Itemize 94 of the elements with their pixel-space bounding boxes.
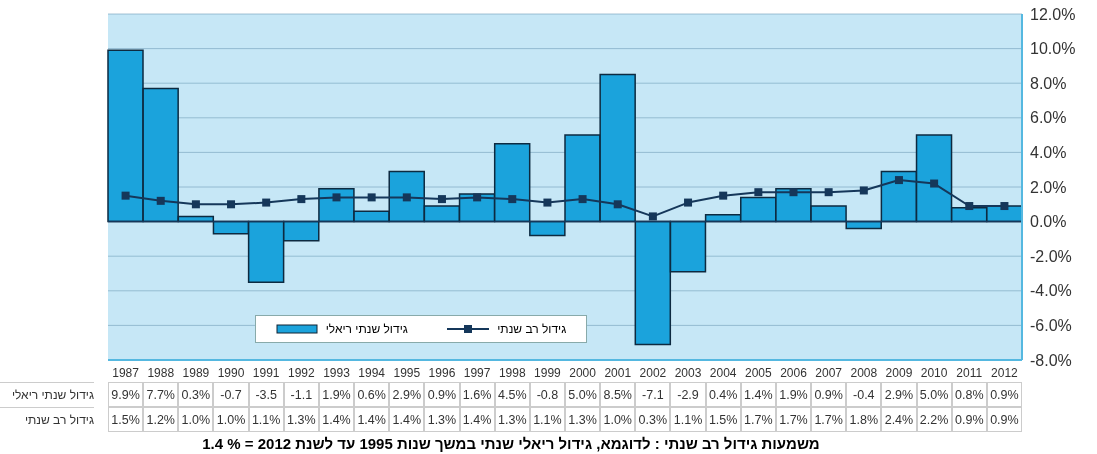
x-tick-label: 1993 bbox=[323, 365, 351, 380]
data-label: -0.7 bbox=[213, 382, 249, 407]
data-label: 8.5% bbox=[600, 382, 636, 407]
data-label: 1.4% bbox=[354, 407, 390, 432]
data-label: 1.7% bbox=[811, 407, 847, 432]
x-tick-label: 1989 bbox=[182, 365, 210, 380]
data-label: 0.8% bbox=[951, 382, 987, 407]
data-label: 5.0% bbox=[916, 382, 952, 407]
x-tick-label: 1987 bbox=[112, 365, 140, 380]
x-tick-label: 2002 bbox=[639, 365, 667, 380]
data-label: 1.3% bbox=[565, 407, 601, 432]
data-label: 1.1% bbox=[529, 407, 565, 432]
y-tick-label: 10.0% bbox=[1030, 40, 1076, 58]
x-tick-label: 2000 bbox=[569, 365, 597, 380]
data-label: 0.9% bbox=[986, 382, 1022, 407]
data-label: 1.6% bbox=[459, 382, 495, 407]
data-label: -2.9 bbox=[670, 382, 706, 407]
data-label: 1.0% bbox=[600, 407, 636, 432]
x-tick-label: 2007 bbox=[815, 365, 843, 380]
x-tick-label: 1994 bbox=[358, 365, 386, 380]
data-label: 5.0% bbox=[565, 382, 601, 407]
y-tick-label: 12.0% bbox=[1030, 5, 1076, 23]
x-tick-label: 2009 bbox=[885, 365, 913, 380]
y-tick-label: -8.0% bbox=[1030, 351, 1072, 369]
data-label: 1.7% bbox=[740, 407, 776, 432]
text: משמעות גידול רב שנתי : לדוגמא, גידול ריאלי שנתי במשך שנות 1995 עד לשנת 2012 = % 1.4 bbox=[201, 435, 821, 452]
y-tick-label: 4.0% bbox=[1030, 144, 1067, 162]
data-label: 1.0% bbox=[213, 407, 249, 432]
legend-label: גידול שנתי ריאלי bbox=[325, 322, 408, 336]
data-label: 1.1% bbox=[248, 407, 284, 432]
x-tick-label: 1990 bbox=[217, 365, 245, 380]
data-label: -7.1 bbox=[635, 382, 671, 407]
y-tick-label: 2.0% bbox=[1030, 178, 1067, 196]
text: גידול רב שנתי bbox=[24, 413, 94, 427]
data-label: 1.4% bbox=[740, 382, 776, 407]
data-label: 0.6% bbox=[354, 382, 390, 407]
y-tick-label: 8.0% bbox=[1030, 74, 1067, 92]
data-label: 0.9% bbox=[951, 407, 987, 432]
data-label: 2.2% bbox=[916, 407, 952, 432]
y-tick-label: 6.0% bbox=[1030, 109, 1067, 127]
data-label: 1.4% bbox=[459, 407, 495, 432]
data-label: 7.7% bbox=[143, 382, 179, 407]
x-tick-label: 2012 bbox=[991, 365, 1019, 380]
data-label: 0.3% bbox=[178, 382, 214, 407]
y-tick-label: 0.0% bbox=[1030, 213, 1067, 231]
data-label: 1.0% bbox=[178, 407, 214, 432]
data-label: 1.3% bbox=[494, 407, 530, 432]
data-label: 1.5% bbox=[108, 407, 144, 432]
data-label: 4.5% bbox=[494, 382, 530, 407]
data-label: 1.4% bbox=[389, 407, 425, 432]
data-label: 1.1% bbox=[670, 407, 706, 432]
data-label: 0.3% bbox=[635, 407, 671, 432]
data-label: -3.5 bbox=[248, 382, 284, 407]
x-tick-label: 2003 bbox=[674, 365, 702, 380]
x-tick-label: 1996 bbox=[428, 365, 456, 380]
y-tick-label: -2.0% bbox=[1030, 247, 1072, 265]
x-tick-label: 2010 bbox=[920, 365, 948, 380]
data-label: 2.9% bbox=[881, 382, 917, 407]
data-label: 1.9% bbox=[318, 382, 355, 407]
data-label: 9.9% bbox=[108, 382, 144, 407]
text: גידול שנתי ריאלי bbox=[11, 388, 94, 402]
x-tick-label: 1997 bbox=[463, 365, 491, 380]
x-tick-label: 1988 bbox=[147, 365, 175, 380]
data-label: 1.3% bbox=[424, 407, 460, 432]
data-label: 1.5% bbox=[705, 407, 741, 432]
y-tick-label: -4.0% bbox=[1030, 282, 1072, 300]
data-label: 1.8% bbox=[846, 407, 882, 432]
x-tick-label: 1995 bbox=[393, 365, 421, 380]
x-tick-label: 1992 bbox=[287, 365, 316, 380]
x-tick-label: 2005 bbox=[744, 365, 773, 380]
x-tick-label: 2001 bbox=[604, 365, 632, 380]
data-label: 1.2% bbox=[143, 407, 179, 432]
data-label: -1.1 bbox=[283, 382, 319, 407]
legend-label: גידול רב שנתי bbox=[497, 322, 567, 336]
data-label: 1.7% bbox=[775, 407, 812, 432]
data-label: 1.9% bbox=[775, 382, 812, 407]
data-label: 0.4% bbox=[705, 382, 741, 407]
data-label: 2.4% bbox=[881, 407, 917, 432]
data-label: 0.9% bbox=[424, 382, 460, 407]
data-label: -0.8 bbox=[529, 382, 565, 407]
data-label: 2.9% bbox=[389, 382, 425, 407]
data-label: -0.4 bbox=[846, 382, 882, 407]
x-tick-label: 2008 bbox=[850, 365, 878, 380]
data-label: 0.9% bbox=[986, 407, 1022, 432]
data-label: 1.4% bbox=[318, 407, 355, 432]
x-tick-label: 2004 bbox=[709, 365, 737, 380]
x-tick-label: 1999 bbox=[534, 365, 562, 380]
x-tick-label: 2011 bbox=[956, 365, 983, 380]
x-tick-label: 2006 bbox=[780, 365, 808, 380]
y-tick-label: -6.0% bbox=[1030, 317, 1072, 335]
x-tick-label: 1998 bbox=[498, 365, 526, 380]
x-tick-label: 1991 bbox=[252, 365, 280, 380]
data-label: 1.3% bbox=[283, 407, 319, 432]
data-label: 0.9% bbox=[811, 382, 847, 407]
